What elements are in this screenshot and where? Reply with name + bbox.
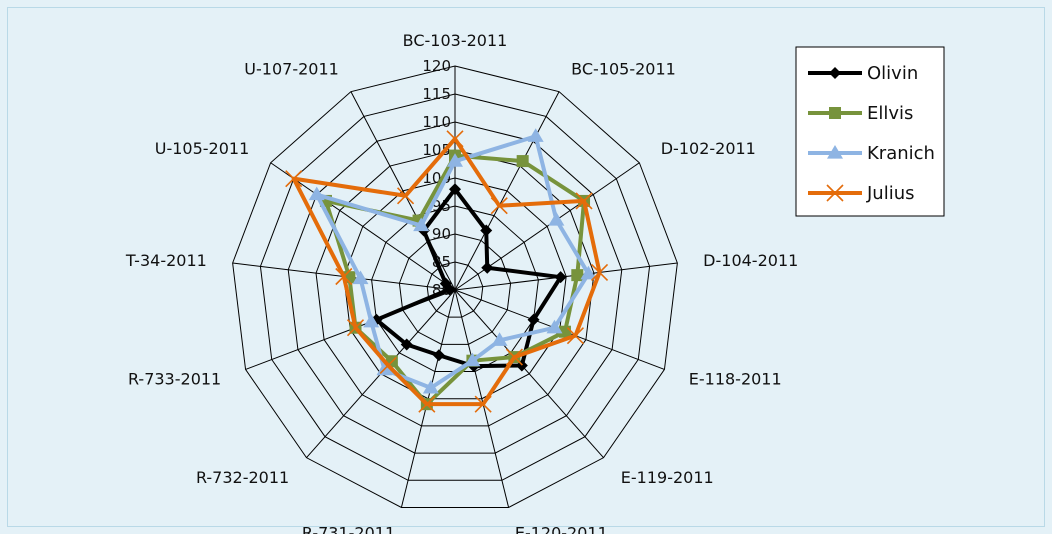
data-point: [590, 263, 609, 282]
legend-item: Kranich: [808, 143, 935, 164]
grid-ring: [259, 93, 651, 481]
legend-item: Olivin: [808, 63, 918, 84]
legend-item: Ellvis: [808, 103, 913, 124]
legend-label: Ellvis: [867, 103, 913, 124]
legend-label: Julius: [866, 183, 915, 204]
legend-marker: [826, 184, 844, 202]
data-point: [527, 128, 544, 142]
category-labels: BC-103-2011 BC-105-2011 D-102-2011 D-104-20…: [125, 31, 798, 534]
data-point: [474, 395, 492, 413]
data-point: [480, 224, 493, 237]
data-point: [447, 153, 463, 167]
category-label: E-119-2011: [621, 468, 714, 487]
data-point: [464, 352, 481, 367]
data-point: [439, 277, 452, 290]
data-point: [363, 313, 380, 328]
legend-marker: [829, 67, 841, 79]
data-point: [490, 197, 508, 215]
data-point: [491, 332, 508, 346]
series-line: [291, 136, 602, 407]
data-point: [379, 356, 397, 375]
chart-frame: [7, 7, 1045, 527]
category-label: R-731-2011: [302, 524, 395, 534]
grid-ring: [232, 65, 678, 508]
category-label: D-102-2011: [661, 139, 756, 158]
data-point: [418, 395, 436, 413]
legend: Olivin Ellvis Kranich Julius: [795, 46, 945, 217]
grid-spoke: [454, 289, 510, 508]
grid-ring: [398, 233, 512, 345]
category-label: R-733-2011: [128, 370, 221, 389]
data-point: [335, 267, 353, 286]
category-label: T-34-2011: [125, 251, 207, 270]
data-point: [346, 319, 365, 337]
data-point: [308, 186, 325, 201]
series-line: [314, 134, 591, 390]
legend-label: Olivin: [867, 63, 918, 84]
category-label: E-120-2011: [515, 524, 608, 534]
data-point: [352, 270, 369, 285]
grid-ring: [315, 149, 595, 427]
grid-spoke: [270, 162, 456, 291]
legend-item: Julius: [808, 183, 915, 204]
tick-label: 90: [432, 225, 451, 243]
legend-box: [795, 46, 945, 217]
data-point: [413, 217, 430, 232]
data-point: [527, 313, 540, 326]
grid-spoke: [454, 262, 678, 291]
tick-label: 115: [422, 85, 451, 103]
category-label: U-105-2011: [155, 139, 250, 158]
data-point: [505, 348, 523, 366]
grid-spoke: [454, 289, 604, 458]
grid-ring: [343, 177, 567, 400]
tick-label: 110: [422, 113, 451, 131]
data-point: [481, 261, 494, 274]
series-kranich: [308, 128, 597, 394]
category-label: D-104-2011: [703, 251, 798, 270]
tick-label: 120: [422, 57, 451, 75]
data-point: [422, 379, 439, 394]
series-julius: [285, 130, 609, 413]
radar-grid: [232, 65, 678, 508]
legend-marker: [829, 107, 841, 119]
grid-spoke: [350, 91, 456, 291]
category-label: BC-103-2011: [403, 31, 508, 50]
data-point: [400, 338, 413, 351]
data-point: [566, 327, 584, 345]
data-point: [449, 183, 461, 196]
category-label: BC-105-2011: [571, 60, 676, 79]
category-label: E-118-2011: [689, 370, 782, 389]
category-label: U-107-2011: [244, 60, 339, 79]
data-point: [554, 271, 567, 284]
data-point: [580, 265, 597, 280]
series-olivin: [370, 183, 567, 373]
legend-marker: [827, 145, 843, 159]
data-point: [446, 130, 464, 148]
data-point: [516, 155, 529, 168]
data-point: [285, 170, 303, 188]
data-point: [548, 212, 565, 226]
series-line: [323, 153, 587, 407]
grid-ring: [287, 121, 623, 454]
grid-spoke: [454, 91, 560, 291]
grid-ring: [426, 261, 484, 318]
data-point: [575, 192, 593, 210]
data-point: [396, 187, 415, 205]
data-point: [571, 269, 584, 282]
data-point: [546, 319, 563, 334]
legend-label: Kranich: [867, 143, 935, 164]
category-label: R-732-2011: [196, 468, 289, 487]
series-layer: [285, 128, 609, 413]
data-point: [432, 349, 445, 362]
